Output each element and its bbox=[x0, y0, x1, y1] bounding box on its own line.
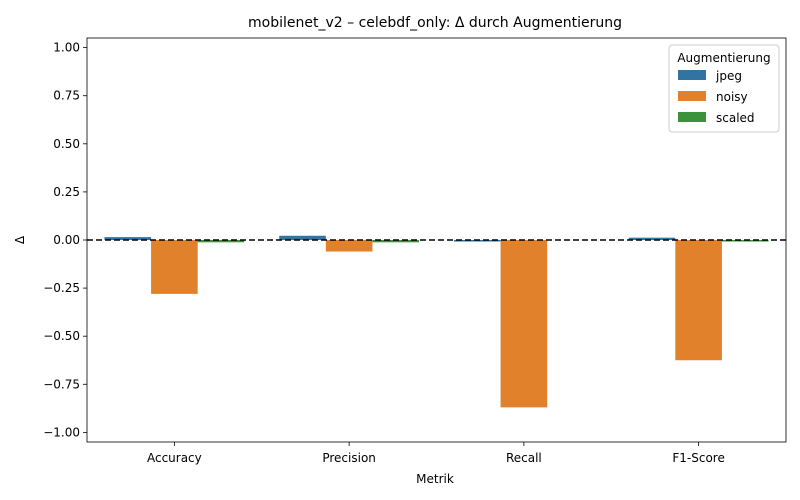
bar-noisy-accuracy bbox=[151, 240, 198, 294]
plot-area: −1.00 −0.75 −0.50 −0.25 0.00 0.25 0.50 0.75 1.00… bbox=[43, 37, 787, 465]
x-tick-label: Recall bbox=[506, 451, 542, 465]
legend-swatch-noisy bbox=[678, 91, 706, 101]
y-axis-label: Δ bbox=[13, 235, 27, 244]
y-tick-label: 1.00 bbox=[53, 41, 80, 55]
bar-jpeg-f1-score bbox=[628, 237, 676, 240]
y-tick-label: 0.75 bbox=[53, 89, 80, 103]
y-tick-label: −0.25 bbox=[43, 281, 80, 295]
y-tick-label: 0.50 bbox=[53, 137, 80, 151]
legend-label-scaled: scaled bbox=[716, 111, 755, 125]
bar-scaled-f1-score bbox=[721, 240, 769, 242]
y-tick-label: 0.25 bbox=[53, 185, 80, 199]
bar-noisy-f1-score bbox=[675, 240, 722, 361]
bar-noisy-precision bbox=[325, 240, 373, 252]
y-tick-label: −0.75 bbox=[43, 377, 80, 391]
x-tick-label: Precision bbox=[322, 451, 376, 465]
y-tick-label: −1.00 bbox=[43, 425, 80, 439]
y-tick-label: 0.00 bbox=[53, 233, 80, 247]
legend: Augmentierung jpeg noisy scaled bbox=[668, 44, 780, 133]
legend-swatch-scaled bbox=[678, 112, 706, 122]
bar-jpeg-accuracy bbox=[104, 237, 152, 240]
legend-swatch-jpeg bbox=[678, 70, 706, 80]
bar-scaled-precision bbox=[372, 240, 420, 243]
legend-label-noisy: noisy bbox=[716, 90, 748, 104]
legend-title: Augmentierung bbox=[677, 51, 770, 65]
bar-noisy-recall bbox=[500, 240, 548, 408]
bar-jpeg-recall bbox=[453, 240, 501, 242]
x-tick-label: F1-Score bbox=[672, 451, 724, 465]
legend-label-jpeg: jpeg bbox=[715, 69, 742, 83]
x-axis-label: Metrik bbox=[416, 472, 454, 486]
bar-scaled-accuracy bbox=[197, 240, 245, 243]
y-tick-label: −0.50 bbox=[43, 329, 80, 343]
x-tick-label: Accuracy bbox=[147, 451, 202, 465]
bar-jpeg-precision bbox=[279, 235, 326, 240]
legend-box bbox=[668, 44, 780, 133]
chart-title: mobilenet_v2 – celebdf_only: Δ durch Aug… bbox=[248, 15, 622, 31]
